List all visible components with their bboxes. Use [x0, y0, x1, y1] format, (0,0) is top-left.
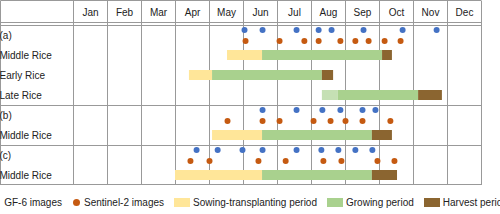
svg-text:(b): (b)	[0, 110, 12, 121]
svg-text:Jun: Jun	[252, 7, 268, 18]
svg-text:Late Rice: Late Rice	[0, 90, 42, 101]
svg-text:Middle Rice: Middle Rice	[0, 170, 52, 181]
svg-text:(c): (c)	[0, 150, 11, 161]
svg-text:(a): (a)	[0, 30, 12, 41]
svg-text:Dec: Dec	[456, 7, 474, 18]
svg-text:Aug: Aug	[320, 7, 338, 18]
svg-text:Jul: Jul	[288, 7, 301, 18]
html-text:Sowing-transplanting period: Sowing-transplanting period	[193, 196, 317, 208]
html-text:GF-6 images: GF-6 images	[4, 196, 62, 208]
svg-text:Nov: Nov	[422, 7, 440, 18]
svg-text:May: May	[217, 7, 236, 18]
svg-text:Middle Rice: Middle Rice	[0, 50, 52, 61]
svg-text:Jan: Jan	[82, 7, 98, 18]
svg-text:Mar: Mar	[150, 7, 168, 18]
html-text:Growing period: Growing period	[346, 196, 414, 208]
html-text:Sentinel-2 images: Sentinel-2 images	[84, 196, 164, 208]
svg-text:Apr: Apr	[185, 7, 201, 18]
svg-text:Oct: Oct	[389, 7, 405, 18]
svg-text:Early Rice: Early Rice	[0, 70, 46, 81]
svg-text:Sep: Sep	[354, 7, 372, 18]
svg-text:Middle Rice: Middle Rice	[0, 130, 52, 141]
svg-text:Feb: Feb	[116, 7, 134, 18]
